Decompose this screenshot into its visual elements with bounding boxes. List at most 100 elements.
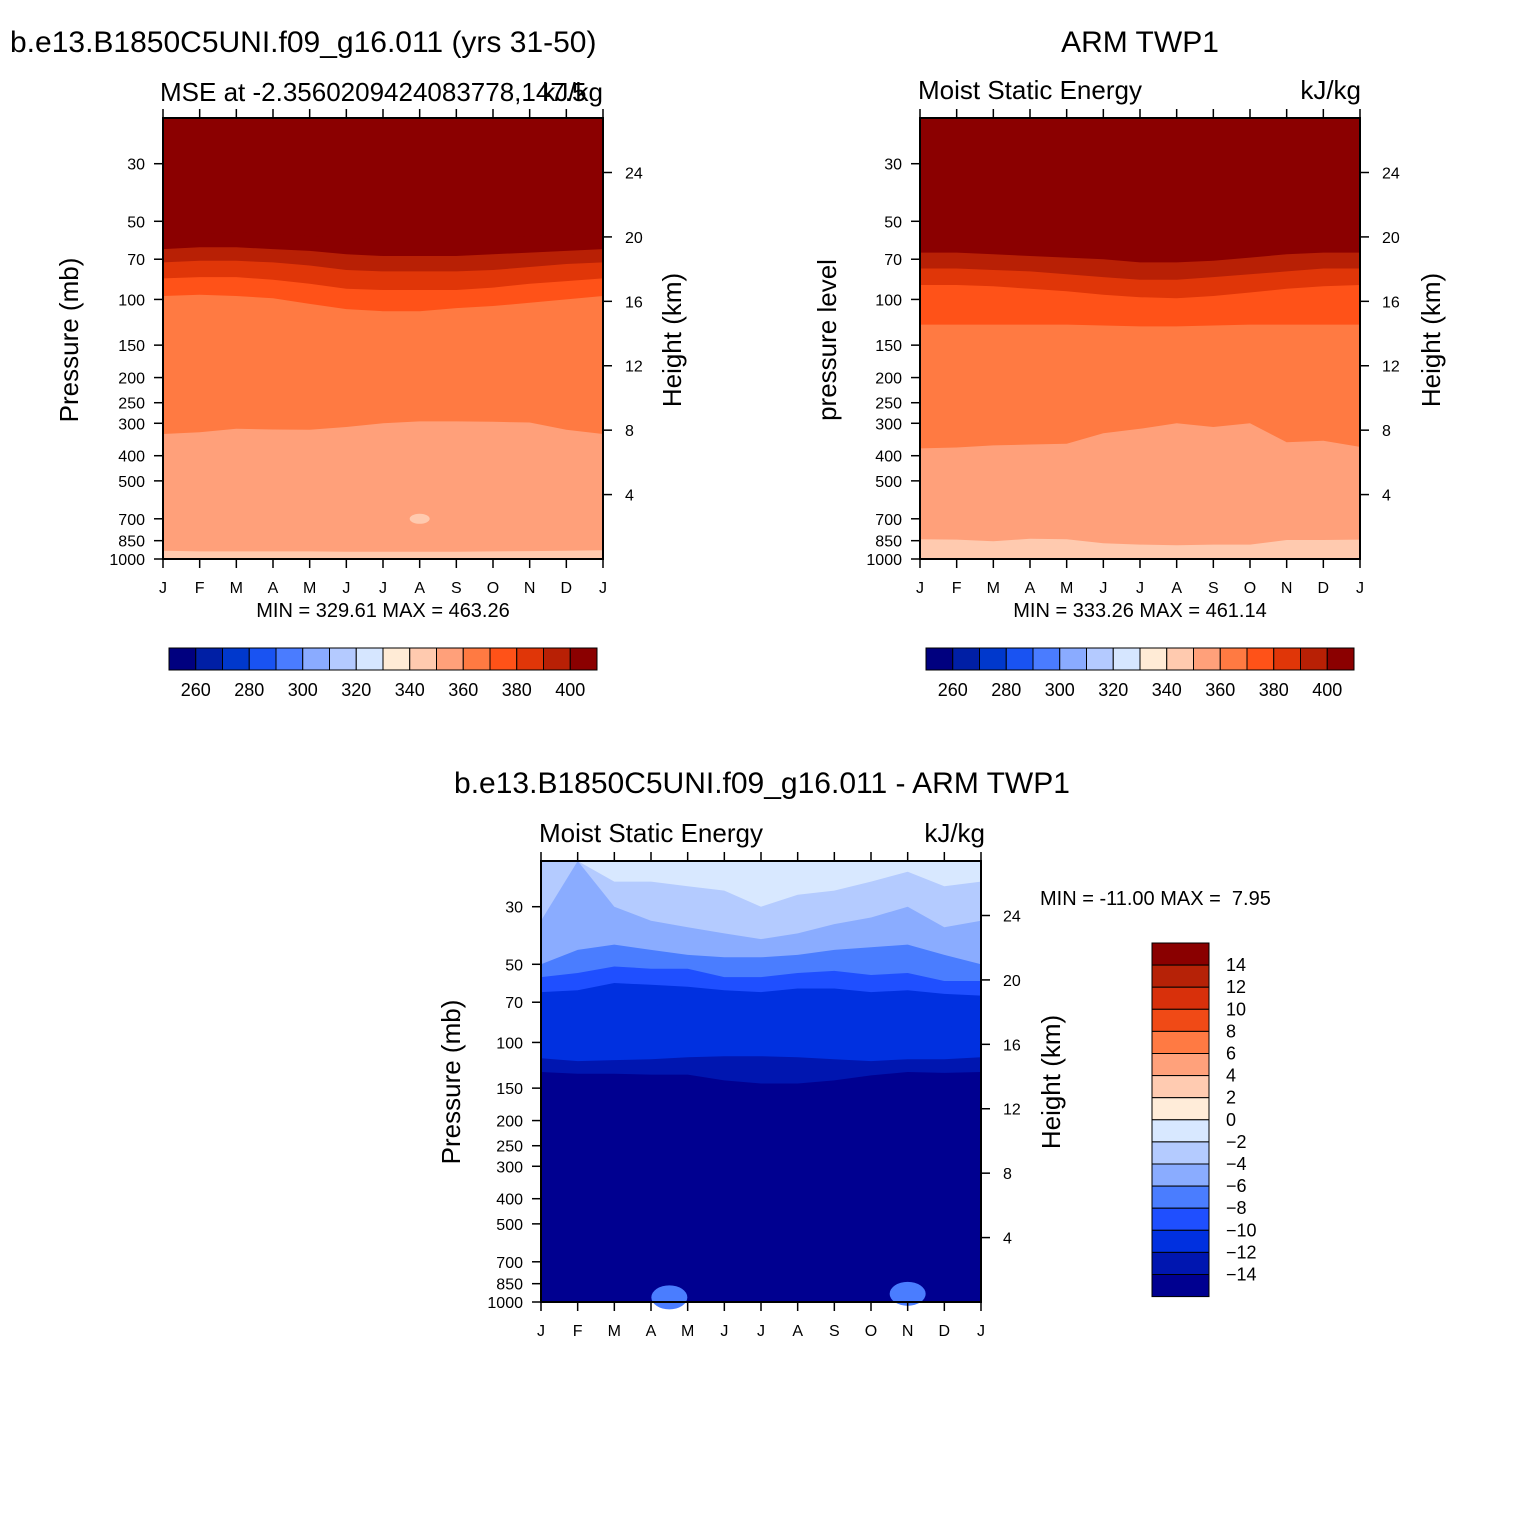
colorbar-swatch [1151,1119,1210,1143]
y-tick-label: 100 [118,292,145,309]
y-tick-label: 150 [118,338,145,355]
contour-cell [651,1285,688,1310]
y-right-tick-label: 12 [1003,1102,1021,1119]
x-tick-label: A [792,1323,803,1340]
colorbar-label: 4 [1226,1066,1236,1086]
contour-cell [541,1005,578,1030]
y-tick-label: 1000 [487,1295,523,1312]
x-tick-label: N [902,1323,914,1340]
contour-band [541,1256,981,1302]
y-tick-label: 1000 [866,552,902,569]
x-tick-label: M [230,580,243,597]
contour-cell [651,1002,688,1027]
y-right-tick-label: 16 [1003,1037,1021,1054]
x-tick-label: F [573,1323,583,1340]
colorbar-swatch [1219,647,1248,671]
colorbar-label: 380 [1259,680,1289,700]
contour-cell [889,1281,926,1306]
y-tick-label: 250 [118,396,145,413]
panel-model-stats: MIN = 329.61 MAX = 463.26 [256,600,510,622]
panel-obs-stats: MIN = 333.26 MAX = 461.14 [1013,600,1267,622]
colorbar-swatch [952,647,980,671]
x-tick-label: S [1208,580,1219,597]
colorbar-swatch [489,647,518,671]
colorbar-swatch [222,647,250,671]
panel-obs-title: ARM TWP1 [1061,26,1219,59]
panel-obs-subtitle-right: kJ/kg [1300,75,1361,105]
y-tick-label: 300 [496,1159,523,1176]
y-right-tick-label: 12 [1382,359,1400,376]
y-right-tick-label: 24 [1382,165,1400,182]
colorbar-swatch [516,647,544,671]
y-tick-label: 100 [496,1035,523,1052]
y-tick-label: 50 [505,957,523,974]
colorbar-swatch [1151,1097,1210,1121]
panel-diff-title: b.e13.B1850C5UNI.f09_g16.011 - ARM TWP1 [454,767,1070,800]
x-tick-label: O [865,1323,877,1340]
y-tick-label: 100 [875,292,902,309]
x-tick-label: A [1025,580,1036,597]
colorbar-swatch [1193,647,1221,671]
colorbar-label: −8 [1226,1198,1247,1218]
y-tick-label: 70 [127,252,145,269]
x-tick-label: O [1244,580,1256,597]
colorbar-label: 2 [1226,1088,1236,1108]
y-tick-label: 400 [875,449,902,466]
x-tick-label: S [451,580,462,597]
x-tick-label: A [414,580,425,597]
y-tick-label: 500 [875,474,902,491]
colorbar-swatch [543,647,571,671]
x-tick-label: M [987,580,1000,597]
x-tick-label: M [303,580,316,597]
panel-model: b.e13.B1850C5UNI.f09_g16.011 (yrs 31-50)… [10,26,687,700]
colorbar-label: 400 [1312,680,1342,700]
y-right-tick-label: 20 [1382,230,1400,247]
colorbar-swatch [248,647,277,671]
colorbar-swatch [1151,942,1210,966]
colorbar-swatch [436,647,464,671]
y-right-tick-label: 16 [1382,294,1400,311]
x-tick-label: M [681,1323,694,1340]
colorbar-label: 14 [1226,955,1246,975]
colorbar-label: 280 [234,680,264,700]
x-tick-label: D [939,1323,951,1340]
colorbar-swatch [925,647,954,671]
colorbar-swatch [1112,647,1141,671]
x-tick-label: J [379,580,387,597]
panel-obs-plot: J F M A M J J A S O N D J 30 50 70 100 150 200 250 300 400 500… [866,109,1400,597]
x-tick-label: J [720,1323,728,1340]
y-tick-label: 250 [496,1139,523,1156]
x-tick-label: D [1318,580,1330,597]
colorbar-label: 400 [555,680,585,700]
contour-cell [944,1005,981,1030]
y-right-tick-label: 8 [625,423,634,440]
y-tick-label: 850 [496,1277,523,1294]
colorbar-swatch [1151,986,1210,1010]
colorbar-swatch [569,647,598,671]
colorbar-swatch [1151,1207,1210,1231]
colorbar-label: 8 [1226,1021,1236,1041]
x-tick-label: A [646,1323,657,1340]
colorbar-swatch [1273,647,1301,671]
colorbar-label: 300 [1045,680,1075,700]
colorbar-label: −12 [1226,1242,1257,1262]
colorbar-label: 340 [395,680,425,700]
contour-band [920,423,1360,559]
colorbar-label: 360 [448,680,478,700]
x-tick-label: A [268,580,279,597]
panel-model-colorbar: 260 280 300 320 340 360 380 400 [168,647,598,700]
colorbar-label: 0 [1226,1110,1236,1130]
colorbar-swatch [1139,647,1168,671]
panel-model-title: b.e13.B1850C5UNI.f09_g16.011 (yrs 31-50) [10,26,596,59]
y-tick-label: 30 [127,157,145,174]
y-tick-label: 70 [505,995,523,1012]
y-tick-label: 700 [496,1255,523,1272]
colorbar-swatch [1326,647,1355,671]
panel-model-subtitle-right: kJ/kg [542,77,603,107]
x-tick-label: F [195,580,205,597]
y-tick-label: 200 [875,371,902,388]
panel-model-ylabel: Pressure (mb) [54,258,84,423]
y-tick-label: 250 [875,396,902,413]
x-tick-label: N [1281,580,1293,597]
